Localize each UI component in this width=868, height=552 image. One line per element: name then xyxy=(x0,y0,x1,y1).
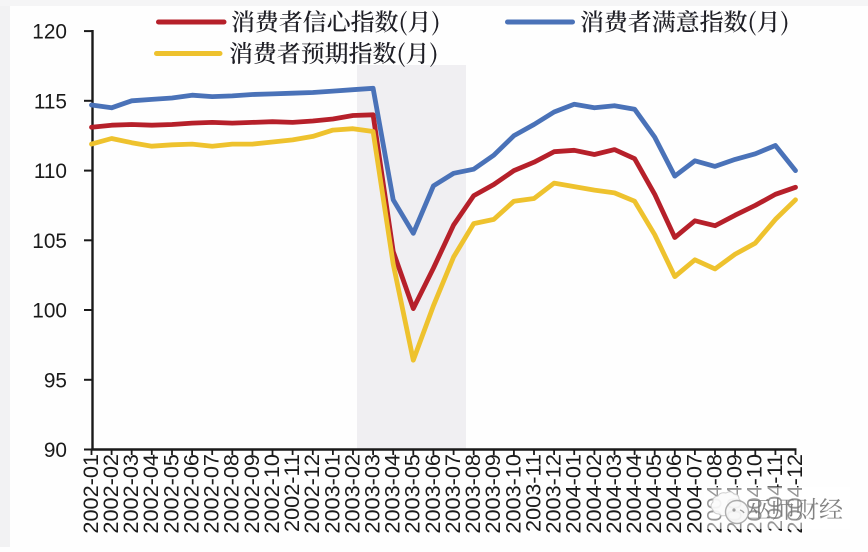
svg-text:2002-12: 2002-12 xyxy=(299,454,324,534)
svg-text:110: 110 xyxy=(34,160,67,183)
svg-text:2002-04: 2002-04 xyxy=(138,454,163,534)
svg-text:2003-10: 2003-10 xyxy=(500,454,525,534)
svg-text:2003-03: 2003-03 xyxy=(360,454,385,534)
svg-text:2003-09: 2003-09 xyxy=(480,454,505,534)
svg-text:2004-03: 2004-03 xyxy=(601,454,626,534)
svg-text:2002-05: 2002-05 xyxy=(158,454,183,534)
svg-text:115: 115 xyxy=(34,90,67,113)
svg-text:2002-03: 2002-03 xyxy=(118,454,143,534)
svg-text:2002-09: 2002-09 xyxy=(239,454,264,534)
svg-text:2002-02: 2002-02 xyxy=(98,454,123,534)
svg-text:100: 100 xyxy=(32,300,67,323)
svg-text:2002-11: 2002-11 xyxy=(279,454,304,532)
svg-text:90: 90 xyxy=(44,439,67,462)
svg-text:120: 120 xyxy=(32,21,67,44)
svg-text:2004-07: 2004-07 xyxy=(681,454,706,534)
svg-text:2004-06: 2004-06 xyxy=(661,454,686,534)
svg-text:2004-01: 2004-01 xyxy=(561,454,586,534)
svg-text:2003-08: 2003-08 xyxy=(460,454,485,534)
svg-text:2003-04: 2003-04 xyxy=(380,454,405,534)
svg-text:2004-05: 2004-05 xyxy=(641,454,666,534)
svg-text:2003-11: 2003-11 xyxy=(520,454,545,532)
svg-text:2002-07: 2002-07 xyxy=(199,454,224,534)
svg-text:2002-01: 2002-01 xyxy=(78,454,103,534)
svg-text:2003-01: 2003-01 xyxy=(319,454,344,534)
svg-text:2003-06: 2003-06 xyxy=(420,454,445,534)
svg-text:2003-02: 2003-02 xyxy=(339,454,364,534)
svg-text:95: 95 xyxy=(44,369,67,392)
svg-text:2002-08: 2002-08 xyxy=(219,454,244,534)
svg-text:2002-06: 2002-06 xyxy=(179,454,204,534)
svg-text:2002-10: 2002-10 xyxy=(259,454,284,534)
svg-text:2003-12: 2003-12 xyxy=(541,454,566,534)
svg-text:2003-05: 2003-05 xyxy=(400,454,425,534)
svg-text:2004-02: 2004-02 xyxy=(581,454,606,534)
svg-text:2004-04: 2004-04 xyxy=(621,454,646,534)
svg-text:105: 105 xyxy=(32,230,67,253)
svg-text:2003-07: 2003-07 xyxy=(440,454,465,534)
